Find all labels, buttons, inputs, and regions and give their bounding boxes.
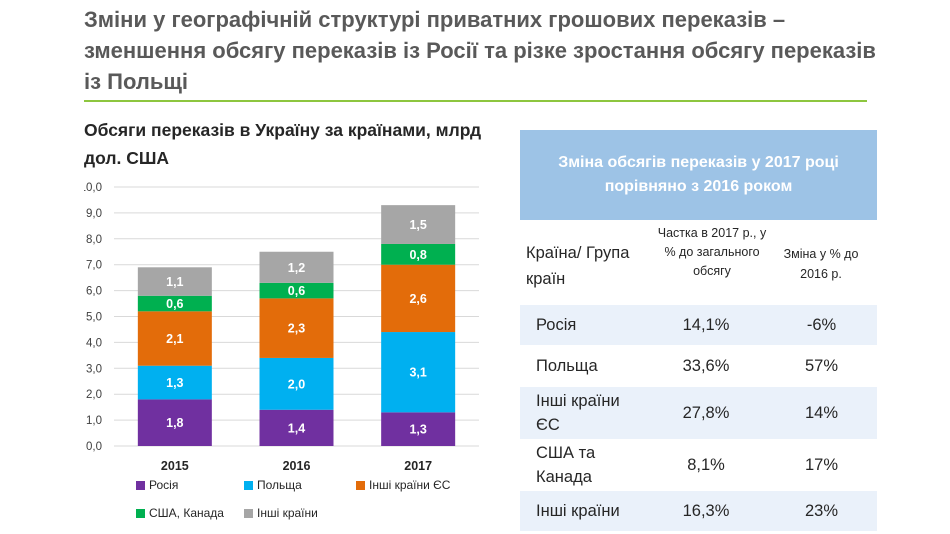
data-label: 1,4 (288, 421, 305, 435)
bar-segment (137, 295, 212, 312)
legend-label: Росія (149, 478, 179, 492)
table-row: Інші країни 16,3% 23% (520, 491, 877, 531)
x-tick-label: 2015 (161, 459, 189, 473)
y-tick-label: 10,0 (84, 182, 102, 194)
bar-segment (381, 243, 456, 265)
bar-segment (137, 399, 212, 446)
y-tick-label: 9,0 (86, 208, 102, 220)
data-label: 1,2 (288, 261, 305, 275)
legend-label: Інші країни (257, 506, 318, 520)
cell-change: 57% (804, 356, 839, 375)
cell-share: 14,1% (682, 315, 730, 334)
data-label: 2,0 (288, 377, 305, 391)
table-row: Росія 14,1% -6% (520, 305, 877, 345)
data-label: 0,6 (288, 284, 305, 298)
table-column-headers: Країна/ Група країн Частка в 2017 р., у … (520, 220, 877, 305)
data-label: 2,3 (288, 322, 305, 336)
data-label: 0,6 (166, 297, 183, 311)
legend-label: США, Канада (149, 506, 224, 520)
column-header-share: Частка в 2017 р., у % до загального обся… (657, 226, 767, 278)
bar-segment (259, 409, 334, 446)
data-label: 1,5 (409, 218, 426, 232)
data-label: 1,3 (409, 423, 426, 437)
y-tick-label: 8,0 (86, 234, 102, 246)
legend-item: Інші країни (244, 506, 318, 520)
cell-country: Польща (536, 357, 598, 375)
x-tick-label: 2016 (283, 459, 311, 473)
column-header-change: Зміна у % до 2016 р. (783, 247, 859, 281)
cell-share: 8,1% (687, 455, 725, 474)
table-body: Росія 14,1% -6% Польща 33,6% 57% Інші країни Є… (520, 305, 877, 531)
cell-change: -6% (806, 315, 837, 334)
y-tick-label: 4,0 (86, 337, 102, 349)
legend-item: Росія (136, 478, 178, 492)
legend-item: Польща (244, 478, 302, 492)
table-title: Зміна обсягів переказів у 2017 році порі… (520, 130, 877, 220)
data-label: 1,8 (166, 416, 183, 430)
column-header-country: Країна/ Група країн (526, 244, 630, 288)
y-tick-label: 1,0 (86, 415, 102, 427)
table-row: Польща 33,6% 57% (520, 345, 877, 387)
bar-segment (259, 282, 334, 299)
bar-segment (381, 264, 456, 333)
data-label: 2,1 (166, 332, 183, 346)
y-tick-label: 6,0 (86, 286, 102, 298)
cell-country: Росія (536, 316, 577, 334)
bar-segment (137, 365, 212, 400)
legend-swatch (136, 480, 145, 490)
data-label: 3,1 (409, 366, 426, 380)
chart-title: Обсяги переказів в Україну за країнами, … (84, 120, 482, 168)
change-table: Зміна обсягів переказів у 2017 році порі… (520, 130, 877, 531)
bar-segment (259, 251, 334, 283)
x-tick-label: 2017 (404, 459, 432, 473)
legend-label: Польща (257, 478, 302, 492)
cell-share: 27,8% (682, 403, 730, 422)
legend-swatch (356, 480, 365, 490)
table-title-text: Зміна обсягів переказів у 2017 році порі… (558, 154, 839, 195)
bar-segment (381, 412, 456, 446)
cell-share: 16,3% (682, 501, 730, 520)
y-tick-label: 2,0 (86, 389, 102, 401)
data-label: 1,1 (166, 275, 183, 289)
bar-segment (137, 311, 212, 366)
bar-segment (381, 332, 456, 413)
data-label: 2,6 (409, 292, 426, 306)
cell-change: 14% (804, 403, 839, 422)
legend-swatch (136, 508, 145, 518)
y-tick-label: 3,0 (86, 363, 102, 375)
stacked-bar-chart: 0,0 1,0 2,0 3,0 4,0 5,0 6,0 7,0 8,0 9,0 10,0 1,8 1,3… (84, 182, 479, 473)
cell-country: Інші країни (536, 502, 620, 520)
legend-item: США, Канада (136, 506, 224, 520)
legend-swatch (244, 480, 253, 490)
cell-change: 23% (804, 501, 839, 520)
bar-segment (259, 298, 334, 358)
y-tick-label: 7,0 (86, 260, 102, 272)
bar-segment (137, 267, 212, 296)
title-divider (84, 100, 867, 102)
y-tick-label: 5,0 (86, 312, 102, 324)
legend-label: Інші країни ЄС (369, 478, 451, 492)
data-label: 1,3 (166, 376, 183, 390)
legend-swatch (244, 508, 253, 518)
slide-title: Зміни у географічній структурі приватних… (84, 7, 876, 94)
cell-share: 33,6% (682, 356, 730, 375)
bar-segment (259, 357, 334, 410)
legend-item: Інші країни ЄС (356, 478, 450, 492)
cell-country: Інші країни ЄС (536, 392, 620, 434)
cell-country: США та Канада (536, 444, 596, 486)
bar-segment (381, 205, 456, 244)
y-tick-label: 0,0 (86, 441, 102, 453)
data-label: 0,8 (409, 248, 426, 262)
table-row: США та Канада 8,1% 17% (520, 439, 877, 491)
table-row: Інші країни ЄС 27,8% 14% (520, 387, 877, 439)
cell-change: 17% (804, 455, 839, 474)
